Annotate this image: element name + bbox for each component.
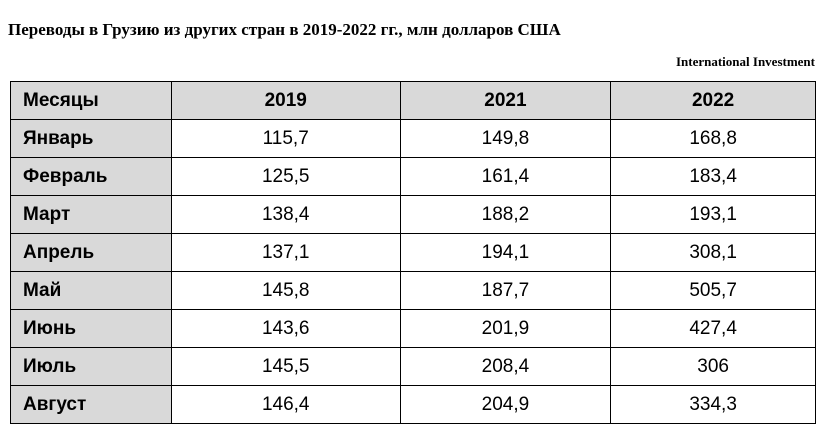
table-row: Август 146,4 204,9 334,3 [10, 385, 816, 424]
cell: 149,8 [399, 119, 612, 158]
cell: 125,5 [170, 157, 401, 196]
cell: 143,6 [170, 309, 401, 348]
header-row: Месяцы 2019 2021 2022 [10, 81, 816, 120]
cell: 2019 [170, 81, 401, 120]
cell: 2021 [399, 81, 612, 120]
cell: 146,4 [170, 385, 401, 424]
cell: 168,8 [610, 119, 816, 158]
cell: 204,9 [399, 385, 612, 424]
row-label: Февраль [10, 157, 172, 196]
cell: 2022 [610, 81, 816, 120]
table-row: Январь 115,7 149,8 168,8 [10, 119, 816, 158]
table-row: Март 138,4 188,2 193,1 [10, 195, 816, 234]
cell: 145,8 [170, 271, 401, 310]
cell: 308,1 [610, 233, 816, 272]
title: Переводы в Грузию из других стран в 2019… [8, 20, 561, 39]
cell: 187,7 [399, 271, 612, 310]
cell: 161,4 [399, 157, 612, 196]
table-row: Февраль 125,5 161,4 183,4 [10, 157, 816, 196]
table-row: Июнь 143,6 201,9 427,4 [10, 309, 816, 348]
table-body: Месяцы 2019 2021 2022 Январь 115,7 149,8 168,8 Ф… [10, 81, 816, 424]
row-label: Январь [10, 119, 172, 158]
row-label: Июль [10, 347, 172, 386]
cell: 427,4 [610, 309, 816, 348]
cell: 145,5 [170, 347, 401, 386]
cell: 137,1 [170, 233, 401, 272]
table-row: Апрель 137,1 194,1 308,1 [10, 233, 816, 272]
cell: 208,4 [399, 347, 612, 386]
cell: 505,7 [610, 271, 816, 310]
cell: 193,1 [610, 195, 816, 234]
cell: 183,4 [610, 157, 816, 196]
table-row: Июль 145,5 208,4 306 [10, 347, 816, 386]
cell: 115,7 [170, 119, 401, 158]
cell: 194,1 [399, 233, 612, 272]
row-label: Август [10, 385, 172, 424]
row-label: Май [10, 271, 172, 310]
cell: 138,4 [170, 195, 401, 234]
cell: 334,3 [610, 385, 816, 424]
row-label: Месяцы [10, 81, 172, 120]
cell: 306 [610, 347, 816, 386]
row-label: Апрель [10, 233, 172, 272]
cell: 201,9 [399, 309, 612, 348]
row-label: Март [10, 195, 172, 234]
source: International Investment [675, 54, 815, 69]
data-table: Месяцы 2019 2021 2022 Январь 115,7 149,8 168,8 Ф… [10, 81, 816, 424]
row-label: Июнь [10, 309, 172, 348]
cell: 188,2 [399, 195, 612, 234]
table-row: Май 145,8 187,7 505,7 [10, 271, 816, 310]
